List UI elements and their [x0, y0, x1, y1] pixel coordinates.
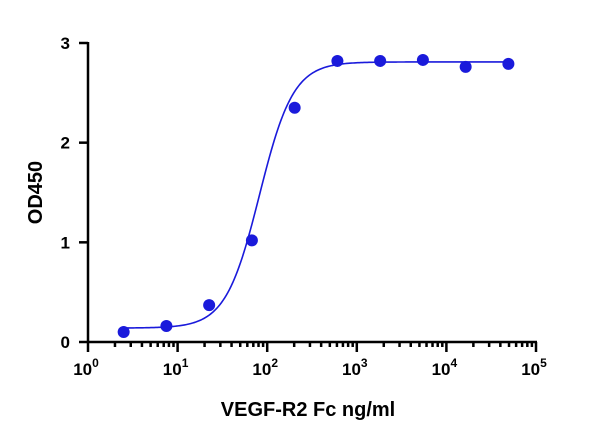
x-tick-label: 101	[163, 356, 189, 379]
x-tick-label: 102	[252, 356, 278, 379]
data-point	[502, 57, 515, 70]
x-tick-exponent: 3	[361, 356, 368, 370]
x-ticks: 100 101 102 103 104 105	[73, 342, 547, 379]
x-tick-label: 105	[521, 356, 547, 379]
y-tick-label: 2	[61, 134, 70, 153]
x-axis-title: VEGF-R2 Fc ng/ml	[221, 399, 395, 421]
x-tick-exponent: 1	[182, 356, 189, 370]
data-point	[288, 101, 301, 114]
y-tick-label: 3	[61, 34, 70, 53]
x-tick-exponent: 0	[92, 356, 99, 370]
data-point	[459, 60, 472, 73]
x-tick-exponent: 5	[540, 356, 547, 370]
data-points	[117, 53, 515, 339]
x-tick-label: 103	[342, 356, 368, 379]
y-axis-title: OD450	[25, 161, 47, 224]
data-point	[203, 299, 216, 312]
x-tick-label: 100	[73, 356, 99, 379]
data-point	[245, 234, 258, 247]
data-point	[160, 320, 173, 333]
x-tick-exponent: 4	[451, 356, 458, 370]
y-tick-label: 1	[61, 233, 70, 252]
y-ticks: 0 1 2 3	[61, 34, 88, 352]
axes	[86, 42, 537, 344]
data-point	[374, 54, 387, 67]
data-point	[416, 53, 429, 66]
data-point	[331, 54, 344, 67]
fit-curve	[123, 61, 509, 329]
data-point	[117, 326, 130, 339]
x-tick-base: 10	[342, 360, 361, 379]
x-tick-base: 10	[432, 360, 451, 379]
y-tick-label: 0	[61, 333, 70, 352]
x-tick-base: 10	[73, 360, 92, 379]
x-tick-label: 104	[432, 356, 458, 379]
x-tick-base: 10	[163, 360, 182, 379]
x-tick-base: 10	[252, 360, 271, 379]
x-tick-base: 10	[521, 360, 540, 379]
x-tick-exponent: 2	[271, 356, 278, 370]
